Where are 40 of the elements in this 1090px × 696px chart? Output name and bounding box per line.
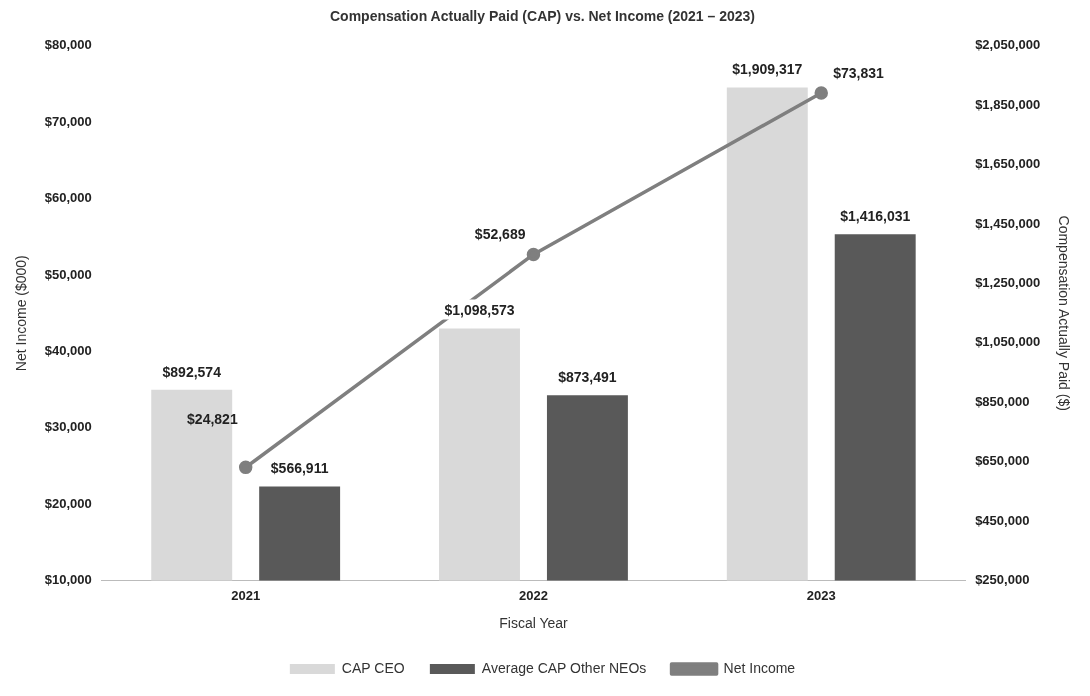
legend-label: Average CAP Other NEOs <box>481 659 647 676</box>
y2-tick-label: $1,450,000 <box>975 215 1041 231</box>
y2-tick-label: $1,850,000 <box>975 96 1041 112</box>
legend-label: CAP CEO <box>341 659 405 676</box>
data-label: $24,821 <box>187 411 238 428</box>
x-tick-label: 2023 <box>806 587 836 603</box>
data-label: $892,574 <box>162 363 222 380</box>
data-label: $1,909,317 <box>732 61 803 78</box>
data-label: $873,491 <box>558 369 617 386</box>
x-tick-label: 2021 <box>231 587 261 603</box>
data-label: $73,831 <box>833 64 885 81</box>
y-axis-title: Net Income ($000) <box>13 255 30 372</box>
y-tick-label: $60,000 <box>44 190 92 206</box>
y-tick-label: $40,000 <box>44 342 92 358</box>
y-tick-label: $80,000 <box>44 37 92 53</box>
y-tick-label: $50,000 <box>44 266 92 282</box>
y2-tick-label: $250,000 <box>975 572 1030 588</box>
y-tick-label: $30,000 <box>44 419 92 435</box>
y2-tick-label: $1,050,000 <box>975 334 1041 350</box>
y2-axis-title: Compensation Actually Paid ($) <box>1055 215 1072 411</box>
y2-tick-label: $650,000 <box>975 453 1030 469</box>
data-label: $566,911 <box>270 460 329 477</box>
y2-tick-label: $450,000 <box>975 512 1030 528</box>
point <box>814 86 828 100</box>
y2-tick-label: $1,250,000 <box>975 275 1041 291</box>
y2-tick-label: $2,050,000 <box>975 37 1041 53</box>
data-label: $1,416,031 <box>840 208 911 225</box>
y2-tick-label: $1,650,000 <box>975 156 1041 172</box>
point <box>238 460 253 475</box>
y-tick-label: $10,000 <box>44 572 92 588</box>
chart-title: Compensation Actually Paid (CAP) vs. Net Income (2021 – 2023) <box>329 8 756 25</box>
x-tick-label: 2022 <box>519 587 548 603</box>
y2-tick-label: $850,000 <box>975 393 1030 409</box>
x-axis-title: Fiscal Year <box>499 615 569 632</box>
y-tick-label: $20,000 <box>44 495 92 511</box>
y-tick-label: $70,000 <box>44 113 92 129</box>
data-label: $52,689 <box>474 226 526 243</box>
data-label: $1,098,573 <box>444 302 515 319</box>
point <box>526 247 541 262</box>
legend-label: Net Income <box>723 659 796 676</box>
